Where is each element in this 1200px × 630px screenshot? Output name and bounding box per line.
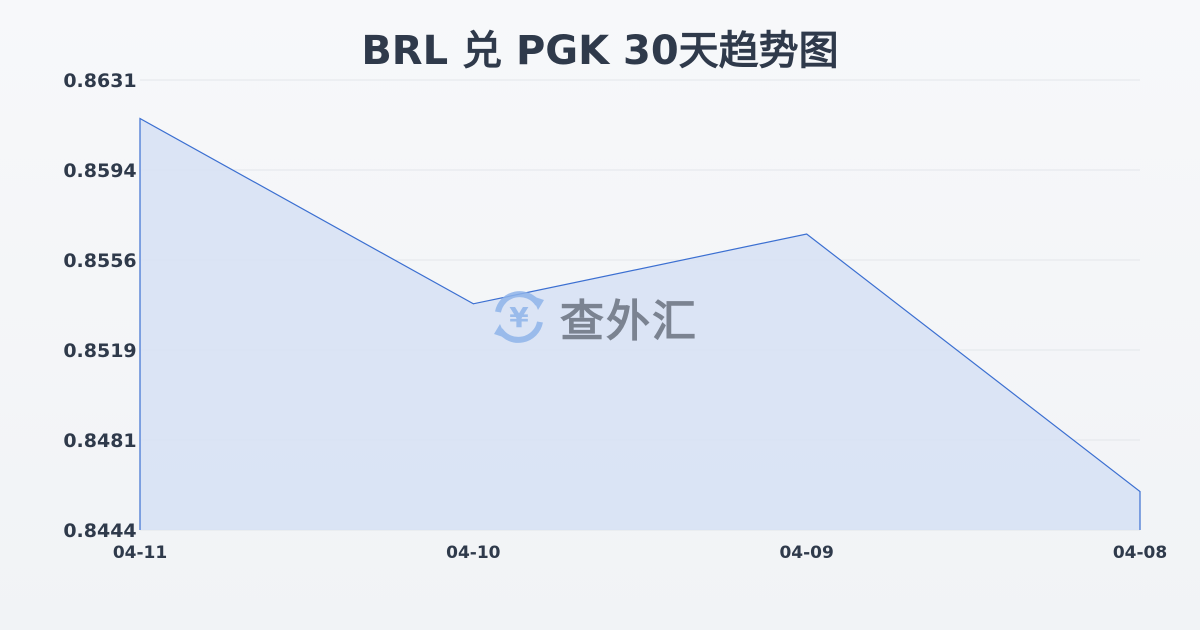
- data-point: [139, 118, 141, 120]
- data-point: [1139, 490, 1141, 492]
- y-tick-label: 0.8556: [63, 250, 136, 272]
- svg-text:¥: ¥: [509, 301, 529, 334]
- series-line: [139, 117, 1141, 530]
- y-tick-label: 0.8631: [63, 70, 136, 92]
- yen-exchange-icon: ¥: [494, 291, 544, 343]
- y-tick-label: 0.8519: [63, 340, 136, 362]
- data-point: [472, 303, 474, 305]
- x-tick-label: 04-09: [779, 543, 833, 563]
- chart-title: BRL 兑 PGK 30天趋势图: [361, 28, 839, 74]
- x-tick-label: 04-11: [113, 543, 167, 563]
- y-tick-label: 0.8594: [63, 160, 136, 182]
- x-tick-label: 04-10: [446, 543, 501, 563]
- area-fill: [140, 118, 1140, 530]
- y-tick-label: 0.8481: [63, 430, 136, 452]
- data-point: [806, 233, 808, 235]
- y-tick-label: 0.8444: [63, 520, 136, 542]
- x-tick-label: 04-08: [1113, 543, 1167, 563]
- watermark-text: 查外汇: [560, 296, 698, 347]
- watermark: ¥ 查外汇: [488, 285, 698, 349]
